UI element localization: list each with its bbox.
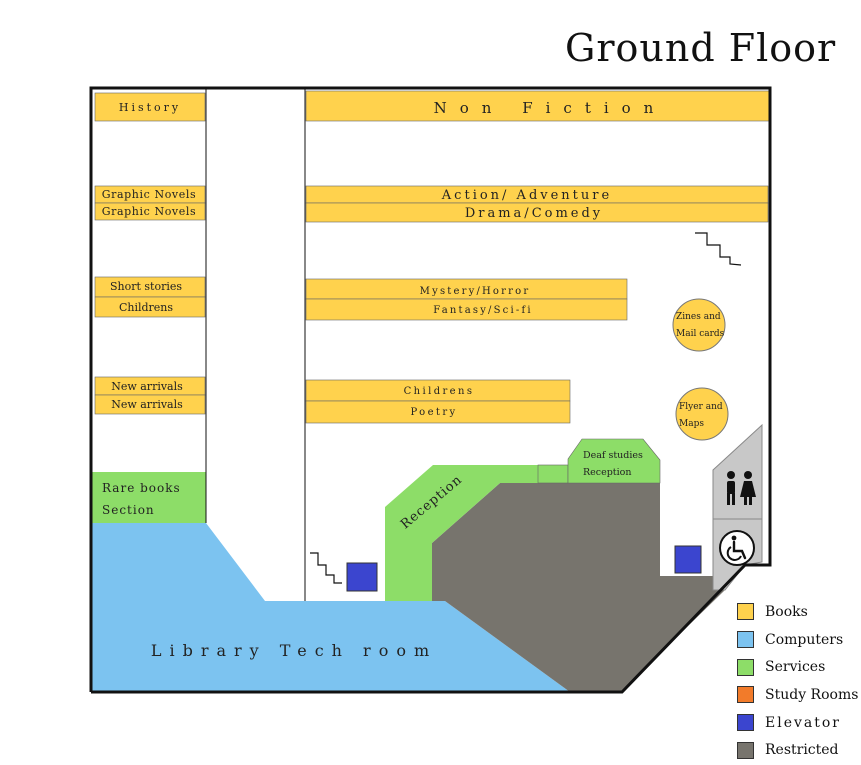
legend-item-services: Services — [737, 653, 858, 681]
flyer-stand[interactable] — [675, 387, 729, 441]
zines-label-2: Mail cards — [676, 329, 725, 339]
shelf-label-short-stories: Short stories — [110, 280, 182, 293]
legend-swatch-books — [737, 603, 754, 621]
shelf-label-new-arrivals-1: New arrivals — [111, 380, 183, 393]
rare-books-section[interactable] — [91, 472, 206, 523]
shelf-label-fantasy-scifi: Fantasy/Sci-fi — [433, 305, 533, 316]
shelf-childrens-left[interactable] — [94, 296, 206, 318]
flyer-label-1: Flyer and — [679, 402, 723, 412]
elevator-right[interactable] — [674, 545, 702, 574]
stairs-icon-lower[interactable] — [310, 552, 342, 584]
shelf-non-fiction[interactable] — [305, 90, 770, 122]
stairs-icon[interactable] — [695, 232, 742, 266]
shelf-label-new-arrivals-2: New arrivals — [111, 398, 183, 411]
walls — [89, 86, 772, 694]
shelf-fantasy-scifi[interactable] — [305, 298, 628, 321]
legend-item-computers: Computers — [737, 626, 858, 654]
legend-item-study-rooms: Study Rooms — [737, 681, 858, 709]
legend-swatch-services — [737, 658, 754, 676]
legend-swatch-computers — [737, 631, 754, 649]
shelf-label-drama-comedy: Drama/Comedy — [465, 206, 603, 221]
map-legend: Books Computers Services Study Rooms Ele… — [737, 598, 858, 764]
shelf-drama-comedy[interactable] — [305, 202, 769, 223]
legend-item-elevator: Elevator — [737, 709, 858, 737]
shelf-history[interactable] — [94, 92, 206, 122]
page-title: Ground Floor — [565, 26, 837, 70]
deaf-studies-label-1: Deaf studies — [583, 450, 643, 461]
shelf-label-graphic-novels-1: Graphic Novels — [102, 188, 196, 201]
legend-swatch-restricted — [737, 741, 754, 759]
legend-label-study-rooms: Study Rooms — [765, 686, 859, 703]
shelf-label-childrens-center: Childrens — [404, 386, 475, 397]
shelf-label-non-fiction: Non Fiction — [434, 99, 667, 117]
tech-room[interactable] — [91, 523, 570, 692]
legend-label-restricted: Restricted — [765, 742, 839, 759]
shelf-graphic-novels-2[interactable] — [94, 202, 206, 221]
deaf-studies-reception[interactable] — [567, 438, 661, 484]
restricted-area — [432, 483, 725, 692]
legend-swatch-elevator — [737, 714, 754, 732]
shelf-label-history: History — [119, 101, 181, 114]
zines-label-1: Zines and — [676, 312, 721, 322]
wheelchair-icon[interactable] — [719, 530, 755, 566]
deaf-studies-label-2: Reception — [583, 467, 632, 478]
legend-item-books: Books — [737, 598, 858, 626]
rare-books-label-1: Rare books — [102, 481, 181, 495]
shelf-poetry[interactable] — [305, 400, 571, 424]
zines-stand[interactable] — [672, 298, 726, 352]
legend-label-elevator: Elevator — [765, 714, 841, 731]
shelf-label-poetry: Poetry — [410, 407, 457, 418]
shelf-label-childrens-left: Childrens — [119, 301, 173, 314]
tech-room-label: Library Tech room — [151, 641, 437, 660]
restroom-icon[interactable] — [727, 471, 756, 505]
reception-desk[interactable] — [385, 465, 538, 601]
reception-desk-side — [537, 464, 569, 484]
shelf-label-graphic-novels-2: Graphic Novels — [102, 205, 196, 218]
rare-books-label-2: Section — [102, 503, 155, 517]
legend-item-restricted: Restricted — [737, 736, 858, 764]
shelf-label-action-adventure: Action/ Adventure — [441, 188, 612, 203]
legend-label-books: Books — [765, 603, 808, 620]
shelf-new-arrivals-2[interactable] — [94, 394, 206, 415]
elevator-left[interactable] — [346, 562, 378, 592]
legend-swatch-study-rooms — [737, 686, 754, 704]
legend-label-services: Services — [765, 659, 826, 676]
legend-label-computers: Computers — [765, 631, 844, 648]
flyer-label-2: Maps — [679, 419, 704, 429]
shelf-label-mystery-horror: Mystery/Horror — [420, 286, 531, 297]
